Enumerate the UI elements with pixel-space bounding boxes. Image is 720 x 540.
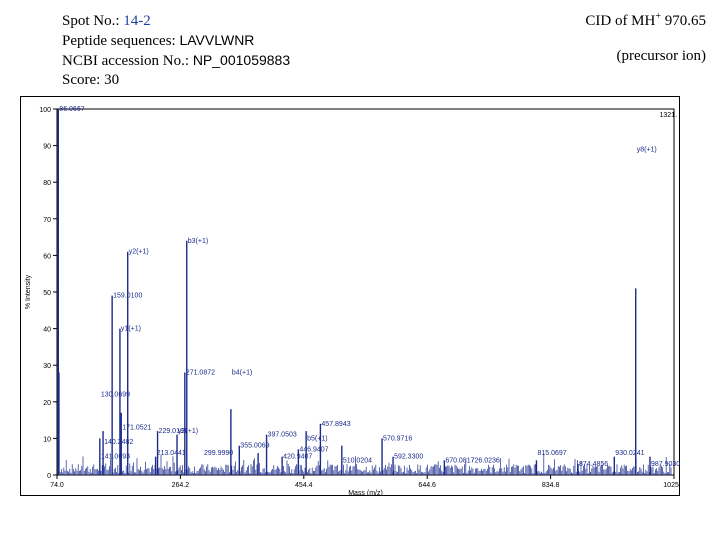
peak-label: 229.0191 — [159, 428, 188, 435]
spectrum-svg: 0 10 20 30 40 50 60 70 80 90 100 74.0 264.2 454.4 644.… — [20, 96, 685, 497]
y-tick-label: 70 — [43, 217, 51, 224]
y-tick-label: 80 — [43, 180, 51, 187]
peak-label: 171.0521 — [122, 424, 151, 431]
y-tick-label: 100 — [39, 107, 51, 114]
ncbi-label: NCBI accession No.: — [62, 53, 193, 69]
y-tick-label: 40 — [43, 327, 51, 334]
spot-line: Spot No.: 14-2 — [62, 12, 290, 31]
x-tick-label: 834.8 — [542, 482, 560, 489]
peak-label: 299.9990 — [204, 450, 233, 457]
y-tick-label: 30 — [43, 363, 51, 370]
ncbi-value: NP_001059883 — [192, 52, 291, 68]
ncbi-line: NCBI accession No.: NP_001059883 — [62, 51, 290, 71]
peak-label: b5(+1) — [307, 435, 327, 442]
peak-label: 670.0817 — [445, 457, 474, 464]
peak-label: 159.0100 — [113, 293, 142, 300]
x-tick-label: 1025.0 — [663, 482, 680, 489]
peak-label: 510.0204 — [343, 457, 372, 464]
peak-label: y8(+1) — [637, 146, 657, 153]
spot-value: 14-2 — [123, 13, 151, 29]
peak-label: 397.0503 — [268, 432, 297, 439]
cid-prefix: CID of MH — [585, 13, 656, 29]
peak-label: 271.0872 — [186, 370, 215, 377]
y-axis-label: % Intensity — [25, 274, 32, 309]
peak-label: 141.0693 — [101, 454, 130, 461]
corner-label: 1321. — [659, 112, 677, 119]
x-tick-label: 454.4 — [295, 482, 313, 489]
y-tick-label: 10 — [43, 436, 51, 443]
peptide-label: Peptide sequences: — [62, 33, 180, 49]
y-tick-label: 90 — [43, 144, 51, 151]
x-tick-label: 644.6 — [418, 482, 436, 489]
peptide-line: Peptide sequences: LAVVLWNR — [62, 31, 290, 51]
x-tick-label: 74.0 — [50, 482, 64, 489]
peak-label: y2(+1) — [129, 249, 149, 256]
spectrum-chart: 0 10 20 30 40 50 60 70 80 90 100 74.0 264.2 454.4 644.… — [20, 96, 685, 497]
peak-label: 570.9716 — [383, 435, 412, 442]
cid-suffix: 970.65 — [661, 13, 706, 29]
y-tick-label: 0 — [47, 473, 51, 480]
peak-label: 446.9407 — [299, 446, 328, 453]
peak-label: 457.8943 — [321, 421, 350, 428]
spot-label: Spot No.: — [62, 13, 124, 29]
peak-label: 420.9407 — [283, 454, 312, 461]
peak-label: b4(+1) — [232, 370, 252, 377]
plot-area — [56, 108, 675, 476]
peak-label: y2(+1) — [178, 428, 198, 435]
cid-title: CID of MH+ 970.65 — [563, 12, 706, 31]
peak-label: 213.0441 — [157, 450, 186, 457]
peak-label: 355.0069 — [240, 443, 269, 450]
peak-label: 130.0699 — [101, 391, 130, 398]
score-line: Score: 30 — [62, 72, 120, 88]
peak-label: 815.0697 — [537, 450, 566, 457]
x-tick-label: 264.2 — [172, 482, 190, 489]
y-tick-label: 20 — [43, 400, 51, 407]
peptide-value: LAVVLWNR — [179, 32, 255, 48]
peak-label: y1(+1) — [121, 326, 141, 333]
peak-label: 140.2482 — [104, 439, 133, 446]
y-tick-label: 50 — [43, 290, 51, 297]
peak-label: b3(+1) — [188, 238, 208, 245]
y-tick-label: 60 — [43, 253, 51, 260]
chart-border — [20, 96, 680, 496]
peak-label: 987.9030 — [651, 461, 680, 468]
peak-label: 874.4856 — [579, 461, 608, 468]
cid-superscript: + — [655, 11, 661, 22]
x-axis-label: Mass (m/z) — [348, 490, 383, 496]
peak-label: 930.0241 — [615, 450, 644, 457]
peak-label: 86.0667 — [59, 106, 84, 113]
peak-label: 726.0236 — [471, 457, 500, 464]
spot-info-block: Spot No.: 14-2 Peptide sequences: LAVVLW… — [62, 12, 290, 90]
peak-label: 592.3300 — [394, 454, 423, 461]
precursor-note: (precursor ion) — [616, 48, 706, 64]
